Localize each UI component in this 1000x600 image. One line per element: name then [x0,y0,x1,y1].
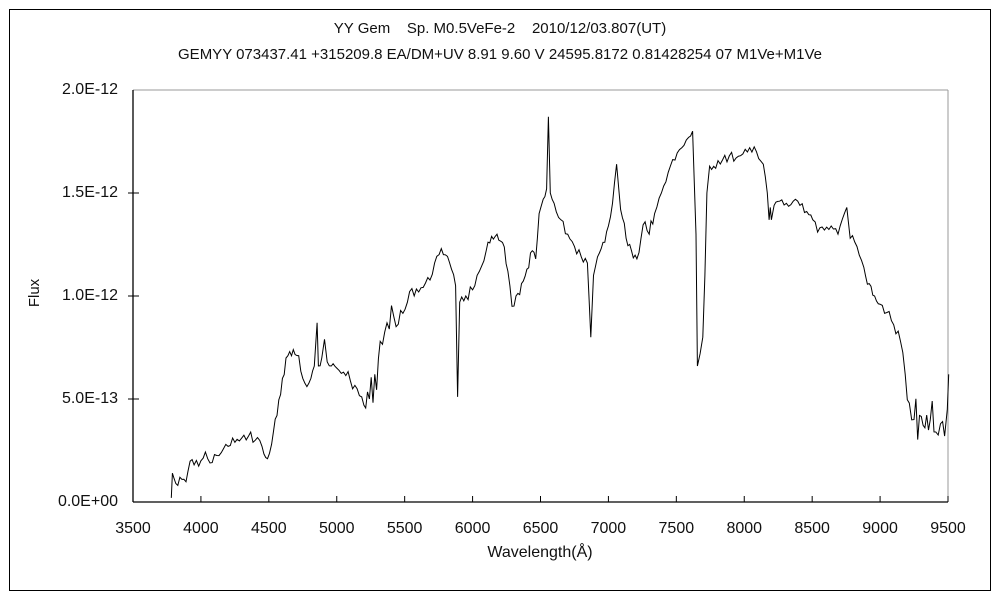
x-tick-label: 7000 [590,520,627,537]
chart-subtitle: GEMYY 073437.41 +315209.8 EA/DM+UV 8.91 … [178,46,822,63]
x-tick-label: 6000 [454,520,491,537]
x-tick-label: 4000 [183,520,219,537]
chart-title: YY Gem Sp. M0.5VeFe-2 2010/12/03.807(UT) [333,20,667,37]
spectrum-path [170,116,950,498]
y-tick-label: 5.0E-13 [61,390,118,407]
x-tick-label: 6500 [522,520,559,537]
x-tick-label: 5000 [318,520,355,537]
y-tick-label: 1.5E-12 [61,184,118,201]
x-tick-label: 4500 [251,520,287,537]
axis-ticks [128,192,949,502]
x-tick-label: 5500 [386,520,423,537]
x-tick-label: 7500 [658,520,695,537]
x-tick-label: 9000 [862,520,898,537]
x-tick-label: 8500 [794,520,830,537]
x-tick-label: 9500 [930,520,966,537]
x-axis-title: Wavelength(Å) [487,544,593,561]
y-tick-label: 2.0E-12 [61,81,118,98]
x-tick-label: 3500 [115,520,151,537]
y-tick-label: 1.0E-12 [61,287,118,304]
y-axis-title: Flux [26,278,43,308]
x-tick-label: 8000 [726,520,763,537]
outer-border [9,9,991,591]
y-tick-label: 0.0E+00 [57,493,118,510]
